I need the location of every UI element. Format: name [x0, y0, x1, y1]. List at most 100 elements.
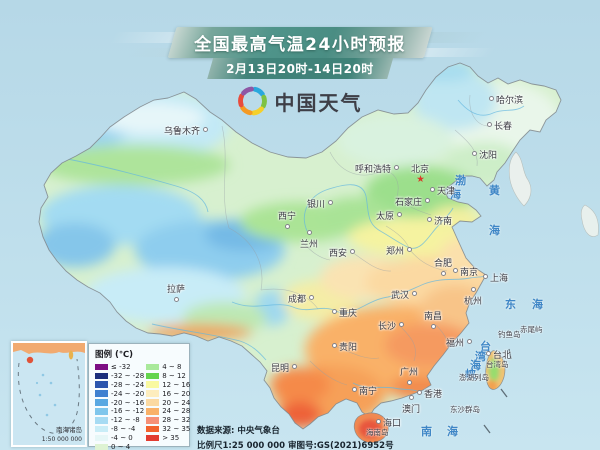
sea-label-char: 海 [489, 224, 500, 237]
inset-title: 南海诸岛 [56, 426, 82, 434]
legend-swatch [146, 399, 160, 406]
legend-swatch [146, 417, 160, 424]
title-banner: 全国最高气温24小时预报 [108, 27, 496, 58]
legend-swatch [95, 390, 108, 397]
city-dot-icon [429, 186, 435, 192]
sea-label-char: 湾 [475, 350, 486, 363]
city-dot-icon [331, 342, 337, 348]
city-dot-icon [488, 95, 494, 101]
temperature-legend: 图例 (℃) ≤ -32 -32 ~ -28 -28 ~ -24 -24 ~ -… [88, 343, 190, 450]
island-label-chiweiyu: 赤尾屿 [520, 325, 543, 334]
city-dot-icon [406, 379, 412, 385]
island-label-diaoyudao: 钓鱼岛 [498, 330, 521, 339]
province-borders [221, 94, 492, 386]
neighbor-land [508, 151, 599, 237]
legend-swatch [95, 443, 108, 450]
hainan-island [353, 412, 389, 444]
subtitle-banner: 2月13日20时-14日20时 [207, 58, 393, 79]
legend-swatch [95, 417, 108, 424]
sea-label-char: 台 [480, 340, 491, 353]
sea-label-char: 渤 [455, 174, 466, 187]
legend-swatch [95, 363, 108, 371]
legend-item: > 35 [146, 434, 190, 443]
pinwheel-logo-icon [238, 86, 267, 116]
legend-item: -4 ~ 0 [95, 434, 144, 443]
legend-item: 12 ~ 16 [146, 380, 190, 389]
legend-item: -20 ~ -16 [95, 398, 144, 407]
city-dot-icon [430, 323, 436, 329]
capital-star-icon: ★ [416, 173, 425, 185]
page-title: 全国最高气温24小时预报 [194, 35, 406, 55]
city-dot-icon [408, 394, 414, 400]
city-dot-icon [426, 216, 432, 222]
legend-item: 20 ~ 24 [146, 398, 190, 407]
sea-label-char: 东 [505, 298, 516, 311]
rivers [61, 99, 525, 392]
inset-map-graphic [13, 343, 85, 434]
sea-label-char: 峡 [465, 368, 476, 381]
legend-title: 图例 (℃) [95, 350, 134, 360]
maritime-boundary-dashes [483, 348, 512, 434]
city-dot-icon [375, 418, 381, 424]
legend-item: -24 ~ -20 [95, 389, 144, 398]
legend-item: 0 ~ 4 [95, 443, 144, 450]
city-dot-icon [424, 197, 430, 203]
logo-text: 中国天气 [274, 90, 363, 115]
city-dot-icon [291, 363, 297, 369]
data-source-text: 数据来源: 中央气象台 [197, 426, 280, 436]
city-dot-icon [416, 389, 422, 395]
subtitle-ribbon: 2月13日20时-14日20时 [207, 58, 393, 79]
legend-item: 32 ~ 35 [146, 425, 190, 434]
city-dot-icon [327, 199, 333, 205]
sea-label-char: 海 [532, 298, 543, 311]
legend-swatch [146, 408, 160, 415]
title-ribbon: 全国最高气温24小时预报 [167, 27, 433, 58]
legend-item: -16 ~ -12 [95, 407, 144, 416]
legend-swatch [146, 425, 160, 433]
sea-label-char: 海 [470, 359, 481, 372]
sea-label-char: 海 [450, 188, 461, 201]
city-dot-icon [482, 273, 488, 279]
legend-item: 8 ~ 12 [146, 371, 190, 380]
city-dot-icon [393, 164, 399, 170]
legend-item: -12 ~ -8 [95, 416, 144, 425]
city-dot-icon [452, 267, 458, 273]
legend-item: -32 ~ -28 [95, 371, 144, 380]
legend-column-cold: ≤ -32 -32 ~ -28 -28 ~ -24 -24 ~ -20 -20 … [95, 363, 144, 450]
legend-item: ≤ -32 [95, 363, 144, 372]
forecast-period: 2月13日20时-14日20时 [226, 62, 374, 76]
map-footer: 数据来源: 中央气象台 比例尺1:25 000 000 审图号:GS(2021)… [197, 424, 394, 450]
island-label-penghu: 澎湖列岛 [459, 373, 489, 382]
city-dot-icon [398, 321, 404, 327]
legend-item: 4 ~ 8 [146, 363, 190, 372]
island-label-hainandao: 海南岛 [366, 428, 389, 437]
sea-label-char: 南 [421, 425, 432, 438]
south-china-sea-inset-map: 南海诸岛 1:50 000 000 [11, 341, 87, 447]
city-dot-icon [440, 270, 446, 276]
city-dot-icon [284, 223, 290, 229]
legend-swatch [146, 381, 160, 388]
city-dot-icon [202, 126, 208, 132]
city-dot-icon [466, 338, 472, 344]
legend-column-warm: 4 ~ 8 8 ~ 12 12 ~ 16 16 ~ 20 20 ~ 24 24 … [146, 363, 190, 450]
city-dot-icon [486, 121, 492, 127]
city-dot-icon [396, 211, 402, 217]
legend-item: 16 ~ 20 [146, 389, 190, 398]
legend-swatch [146, 390, 160, 397]
sea-label-char: 黄 [489, 184, 500, 197]
island-label-taiwandao: 台湾岛 [486, 360, 509, 369]
legend-swatch [146, 372, 160, 380]
city-dot-icon [470, 286, 476, 292]
city-dot-icon [331, 308, 337, 314]
city-dot-icon [306, 229, 312, 235]
city-dot-icon [411, 290, 417, 296]
city-dot-icon [308, 294, 314, 300]
city-dot-icon [406, 246, 412, 252]
legend-item: -28 ~ -24 [95, 380, 144, 389]
legend-swatch [95, 408, 108, 415]
legend-item: 24 ~ 28 [146, 407, 190, 416]
legend-swatch [95, 381, 108, 388]
